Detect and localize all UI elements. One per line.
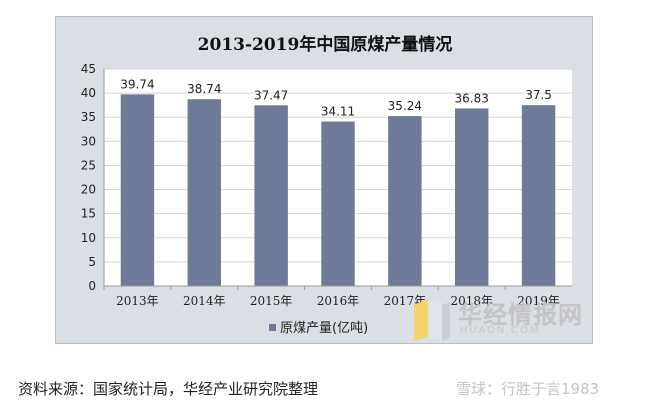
xueqiu-watermark: 雪球：行胜于言1983 — [456, 380, 600, 398]
y-tick-label: 5 — [88, 255, 96, 269]
y-tick-label: 45 — [81, 62, 96, 76]
data-label: 38.74 — [187, 82, 221, 96]
x-tick-label: 2018年 — [450, 294, 493, 308]
y-tick-label: 40 — [81, 86, 96, 100]
y-tick-label: 25 — [81, 158, 96, 172]
data-label: 37.47 — [254, 88, 288, 102]
data-label: 34.11 — [321, 105, 355, 119]
data-label: 37.5 — [525, 88, 552, 102]
bar — [455, 108, 489, 286]
x-tick-label: 2019年 — [517, 294, 560, 308]
bar-chart: 2013-2019年中国原煤产量情况 39.74 38.74 37.47 34.11 3… — [81, 34, 572, 336]
y-tick-label: 35 — [81, 110, 96, 124]
watermark-title: 华经情报网 — [458, 300, 583, 329]
data-label: 35.24 — [388, 99, 422, 113]
y-tick-label: 0 — [88, 279, 96, 293]
huajing-watermark: 华经情报网 HUAON.COM — [408, 295, 588, 343]
x-tick-label: 2013年 — [116, 294, 159, 308]
x-tick-label: 2016年 — [317, 294, 360, 308]
y-tick-label: 10 — [81, 231, 96, 245]
bar — [120, 94, 155, 286]
bar — [388, 116, 422, 287]
bar — [321, 121, 355, 286]
data-label: 39.74 — [120, 77, 154, 91]
y-tick-label: 15 — [81, 207, 96, 221]
x-tick-label: 2014年 — [183, 294, 226, 308]
data-label: 36.83 — [455, 91, 489, 105]
y-tick-label: 20 — [81, 183, 96, 197]
source-note: 资料来源：国家统计局，华经产业研究院整理 — [18, 380, 319, 398]
huajing-logo-icon — [414, 299, 450, 341]
watermark-url: HUAON.COM — [460, 325, 541, 336]
x-tick-label: 2015年 — [250, 294, 293, 308]
chart-frame: 2013-2019年中国原煤产量情况 39.74 38.74 37.47 34.11 3… — [55, 16, 593, 344]
y-tick-label: 30 — [81, 134, 96, 148]
legend-label: 原煤产量(亿吨) — [280, 321, 368, 336]
bar — [187, 99, 221, 287]
legend-swatch — [269, 324, 276, 331]
bar — [254, 105, 288, 286]
bar — [521, 105, 556, 287]
chart-title: 2013-2019年中国原煤产量情况 — [198, 34, 453, 55]
